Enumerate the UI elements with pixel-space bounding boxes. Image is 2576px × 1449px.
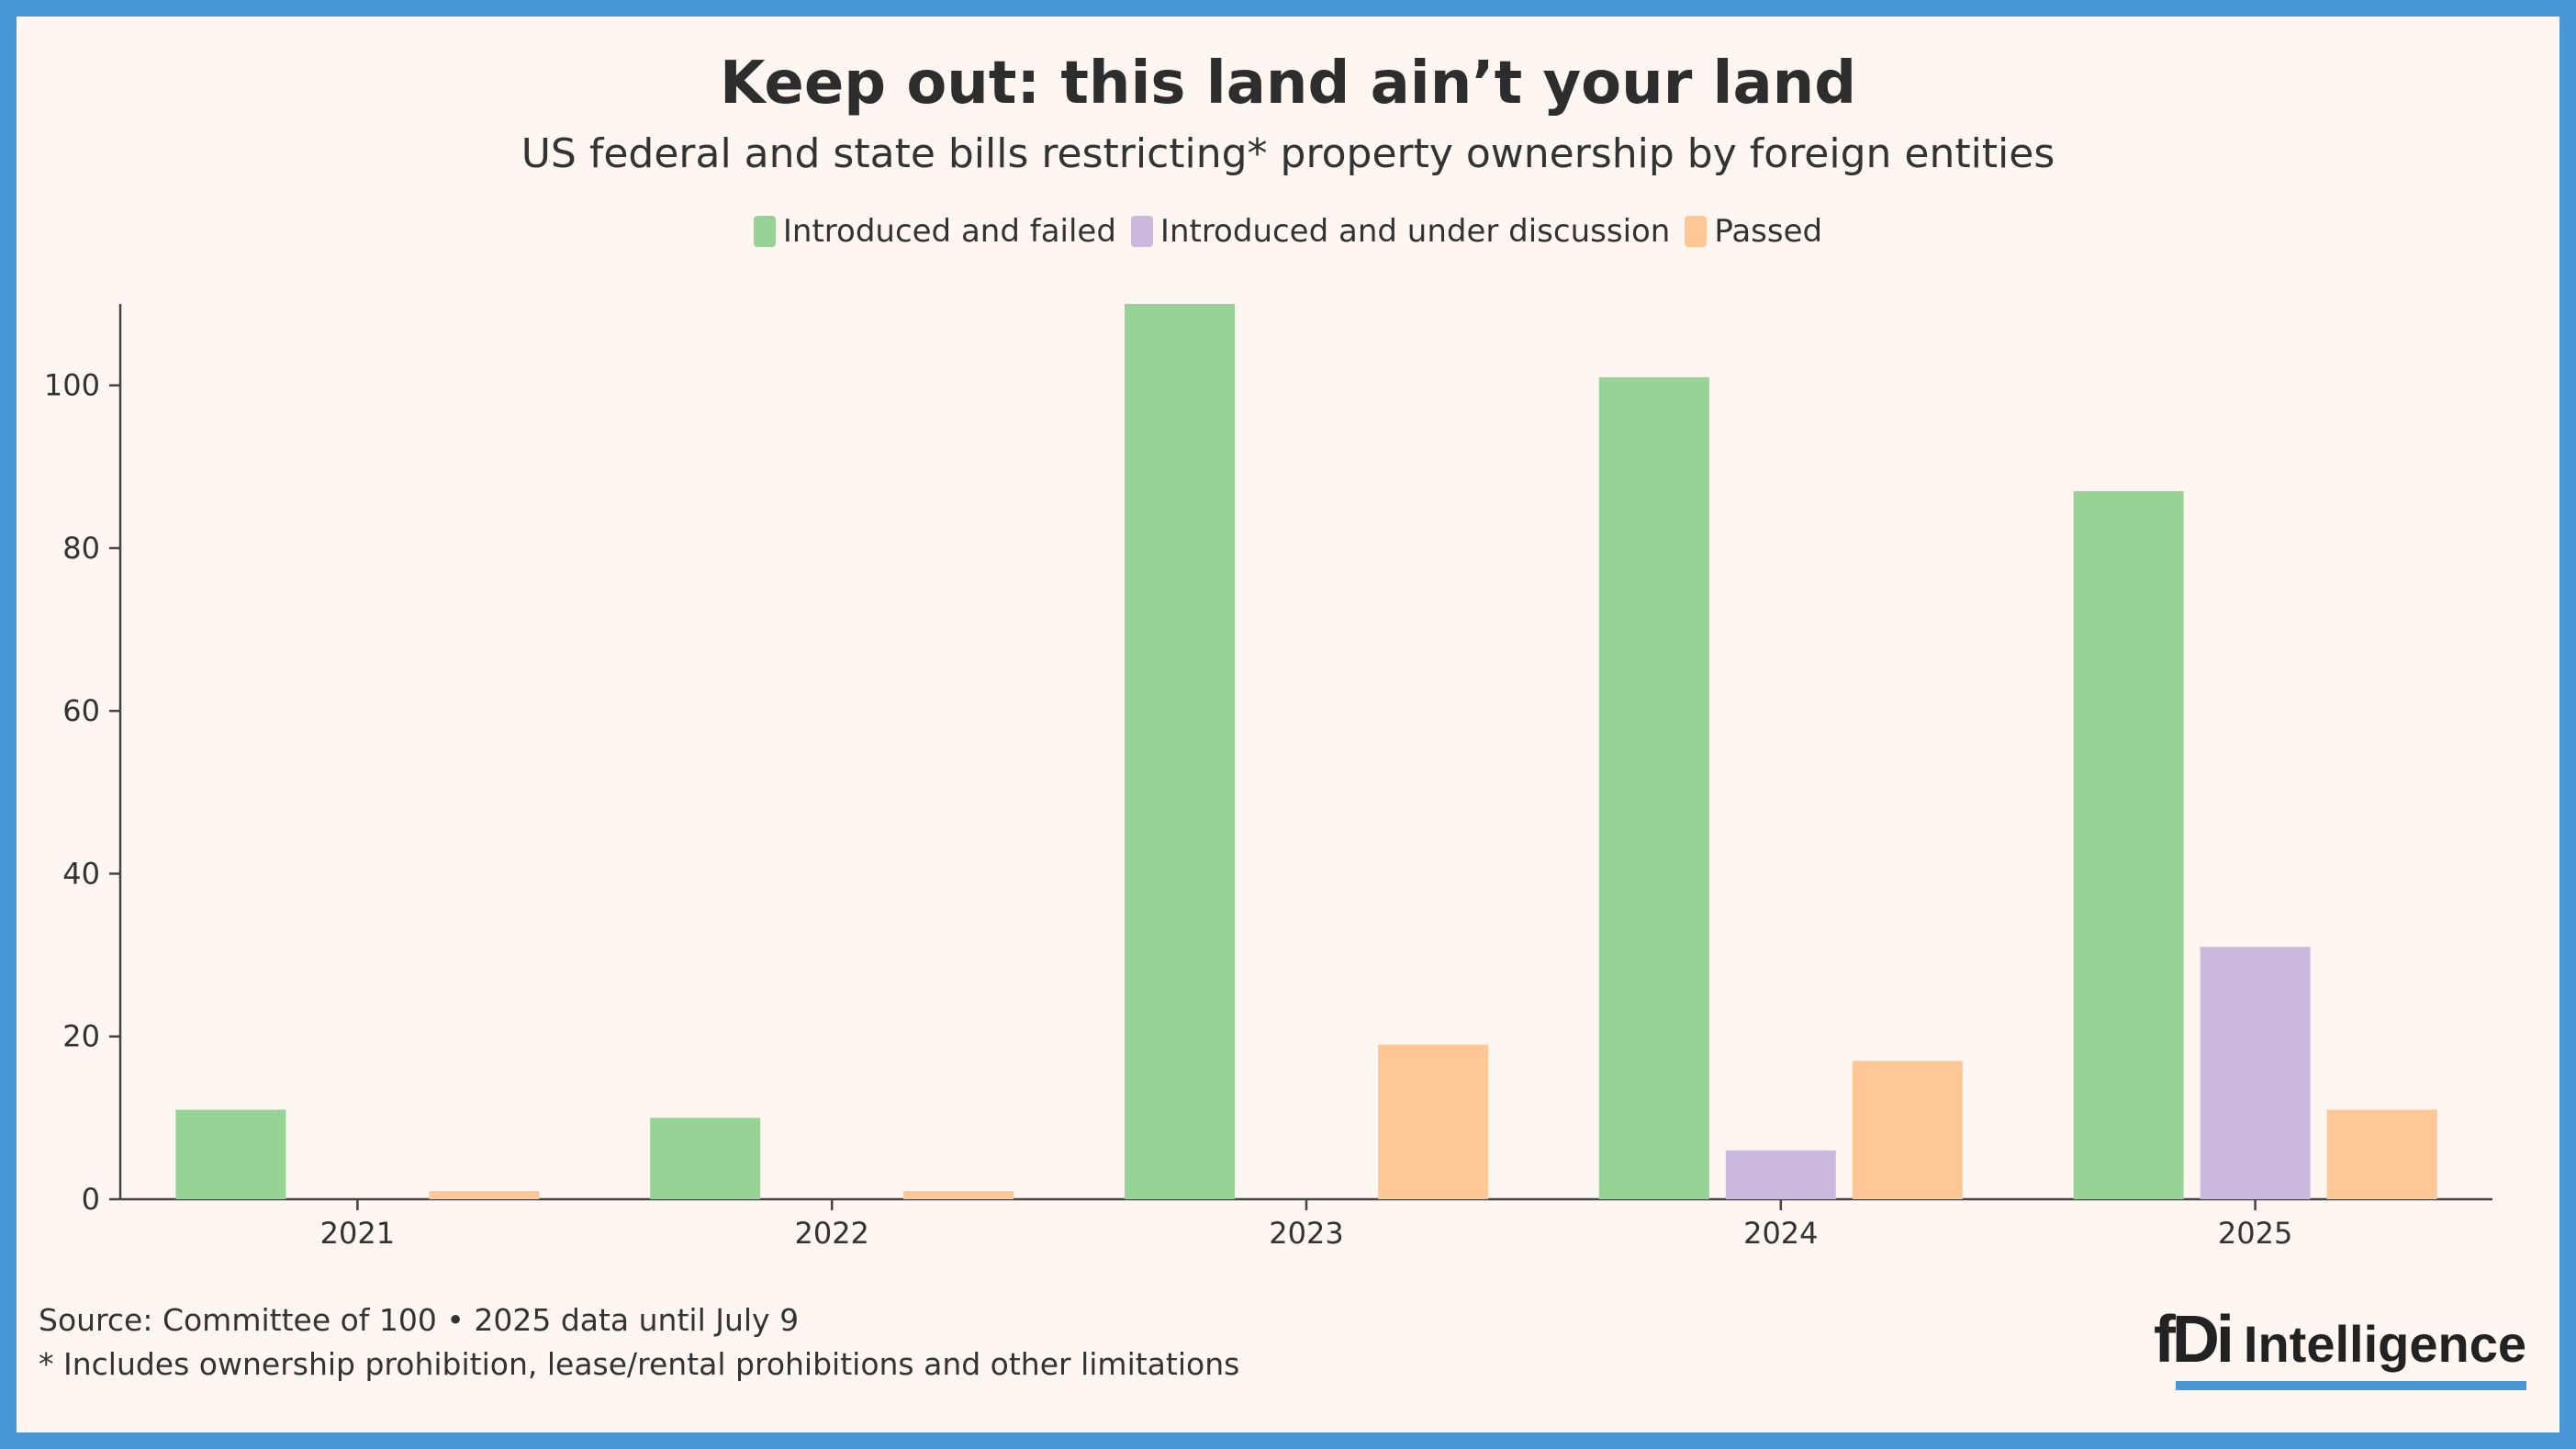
bar-2023-2 [1378,1044,1488,1199]
logo-underline [2176,1381,2526,1390]
logo-name: Intelligence [2243,1315,2526,1373]
bar-chart: 0 20 40 60 80 100 2021 2022 2023 2024 2025 [44,304,2492,1251]
chart-frame: Keep out: this land ain’t your land US f… [17,17,2559,1432]
bar-2022-0 [650,1118,761,1199]
fdi-intelligence-logo: fDi Intelligence [2154,1302,2526,1390]
y-tick-label: 20 [62,1019,100,1054]
bar-2024-1 [1725,1150,1836,1199]
legend-swatch [1685,216,1708,247]
y-tick-label: 60 [62,693,100,728]
legend-swatch [753,216,776,247]
legend-swatch [1130,216,1153,247]
y-tick-label: 40 [62,856,100,891]
bar-2023-0 [1125,304,1235,1199]
bar-2025-1 [2200,947,2311,1199]
bar-2025-0 [2073,490,2184,1199]
bar-2025-2 [2326,1109,2437,1199]
y-tick-label: 80 [62,531,100,566]
legend-label: Introduced and under discussion [1159,213,1671,250]
bar-2021-0 [175,1109,286,1199]
legend-item-0: Introduced and failed [753,213,1116,250]
bar-2022-2 [903,1191,1014,1199]
legend-label: Passed [1714,213,1823,250]
x-tick-label: 2024 [1743,1216,1818,1251]
x-tick-label: 2022 [794,1216,868,1251]
legend-item-2: Passed [1685,213,1822,250]
chart-subtitle: US federal and state bills restricting* … [521,130,2055,177]
x-tick-label: 2025 [2218,1216,2292,1251]
source-note: Source: Committee of 100 • 2025 data unt… [39,1302,800,1338]
legend-item-1: Introduced and under discussion [1130,213,1671,250]
logo-brand: fDi [2153,1303,2234,1376]
legend-label: Introduced and failed [782,213,1116,250]
chart-title: Keep out: this land ain’t your land [719,50,1857,118]
footnote: * Includes ownership prohibition, lease/… [39,1346,1240,1382]
bar-2024-0 [1598,376,1709,1200]
x-tick-label: 2021 [320,1216,395,1251]
x-tick-label: 2023 [1269,1216,1343,1251]
chart-legend: Introduced and failed Introduced and unde… [17,213,2559,250]
y-tick-label: 100 [44,368,100,403]
y-tick-label: 0 [82,1182,100,1217]
bar-2021-2 [429,1191,540,1199]
bar-2024-2 [1852,1061,1963,1199]
